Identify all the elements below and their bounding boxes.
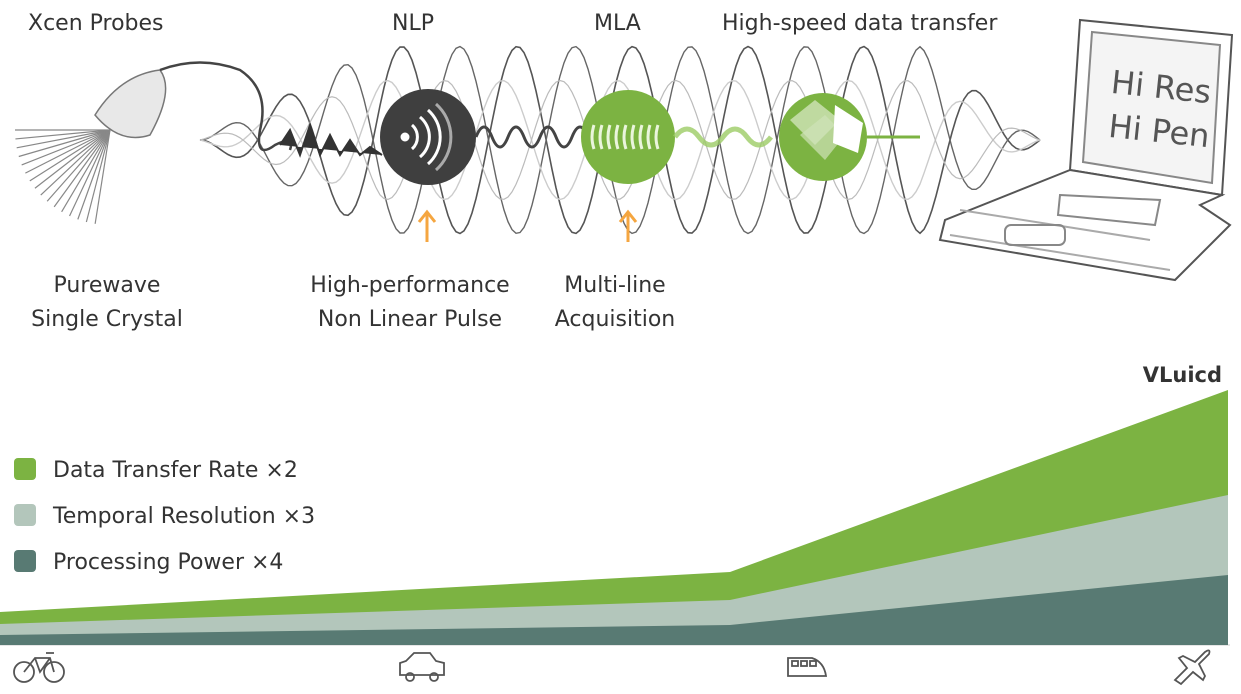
header-label: MLA	[594, 11, 641, 36]
ray	[53, 129, 111, 208]
legend-label: Processing Power ×4	[53, 550, 283, 575]
transfer-disc	[779, 93, 920, 181]
ray	[77, 129, 111, 220]
ray	[34, 129, 111, 189]
legend-label: Data Transfer Rate ×2	[53, 458, 298, 483]
ray	[29, 129, 111, 182]
wave	[199, 45, 1041, 235]
ray	[85, 129, 111, 223]
ray	[46, 129, 111, 202]
wave	[199, 45, 1041, 235]
ray	[15, 129, 111, 140]
ray	[69, 129, 111, 217]
caption: High-performance Non Linear Pulse	[310, 273, 509, 332]
wave	[199, 79, 1041, 201]
laptop	[938, 18, 1234, 282]
icons	[13, 649, 1211, 686]
mla-disc	[581, 90, 773, 242]
ray	[18, 129, 111, 158]
wave	[199, 79, 1041, 201]
area	[0, 575, 1228, 645]
legend-label: Temporal Resolution ×3	[52, 504, 315, 529]
ray	[94, 129, 111, 224]
ray	[40, 129, 111, 196]
header-label: Xcen Probes	[28, 11, 164, 36]
ray	[21, 129, 111, 166]
ray	[61, 129, 111, 213]
legend-swatch	[14, 458, 36, 480]
legend-swatch	[14, 550, 36, 572]
brand: VLuicd	[1143, 363, 1222, 387]
ray	[16, 129, 111, 149]
header-label: High-speed data transfer	[722, 11, 998, 36]
header-label: NLP	[392, 11, 434, 36]
ray	[25, 129, 111, 174]
probe	[15, 61, 293, 224]
waves	[199, 45, 1041, 235]
legend-swatch	[14, 504, 36, 526]
caption: Multi-line Acquisition	[555, 273, 676, 332]
caption: Purewave Single Crystal	[31, 273, 183, 332]
